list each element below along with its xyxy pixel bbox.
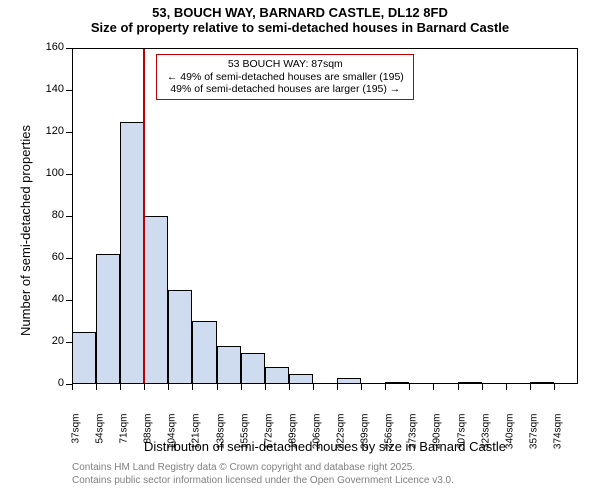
xtick-label: 273sqm (408, 414, 419, 462)
attribution-line-2: Contains public sector information licen… (72, 475, 454, 488)
xtick-label: 206sqm (311, 414, 322, 462)
reference-line (143, 48, 145, 384)
chart-title: 53, BOUCH WAY, BARNARD CASTLE, DL12 8FDS… (0, 6, 600, 36)
ytick-label: 60 (36, 251, 64, 263)
annotation-box: 53 BOUCH WAY: 87sqm← 49% of semi-detache… (156, 54, 414, 100)
annotation-line-1: 53 BOUCH WAY: 87sqm (162, 58, 408, 71)
ytick (66, 300, 72, 301)
xtick-label: 104sqm (167, 414, 178, 462)
xtick (168, 384, 169, 390)
ytick (66, 90, 72, 91)
xtick (120, 384, 121, 390)
histogram-bar (192, 321, 216, 384)
xtick-label: 189sqm (287, 414, 298, 462)
y-axis-left (72, 48, 73, 384)
xtick-label: 340sqm (504, 414, 515, 462)
ytick-label: 160 (36, 41, 64, 53)
xtick-label: 121sqm (191, 414, 202, 462)
xtick (458, 384, 459, 390)
ytick-label: 120 (36, 125, 64, 137)
histogram-bar (241, 353, 265, 385)
ytick (66, 174, 72, 175)
xtick-label: 54sqm (95, 414, 106, 462)
xtick (217, 384, 218, 390)
ytick-label: 100 (36, 167, 64, 179)
xtick (241, 384, 242, 390)
xtick-label: 138sqm (215, 414, 226, 462)
ytick (66, 216, 72, 217)
ytick-label: 40 (36, 293, 64, 305)
xtick (313, 384, 314, 390)
xtick-label: 256sqm (384, 414, 395, 462)
xtick-label: 155sqm (239, 414, 250, 462)
xtick (289, 384, 290, 390)
xtick (506, 384, 507, 390)
histogram-bar (72, 332, 96, 385)
xtick-label: 290sqm (432, 414, 443, 462)
xtick-label: 88sqm (143, 414, 154, 462)
ytick-label: 20 (36, 335, 64, 347)
xtick (337, 384, 338, 390)
xtick (361, 384, 362, 390)
histogram-bar (168, 290, 192, 385)
x-axis-label: Distribution of semi-detached houses by … (72, 439, 578, 454)
ytick-label: 140 (36, 83, 64, 95)
xtick-label: 323sqm (480, 414, 491, 462)
xtick-label: 239sqm (360, 414, 371, 462)
y-axis-label: Number of semi-detached properties (18, 125, 33, 336)
histogram-bar (265, 367, 289, 384)
histogram-bar (96, 254, 120, 384)
xtick (554, 384, 555, 390)
attribution: Contains HM Land Registry data © Crown c… (72, 462, 454, 487)
histogram-bar (144, 216, 168, 384)
ytick-label: 0 (36, 377, 64, 389)
xtick (482, 384, 483, 390)
y-axis-right (577, 48, 578, 384)
xtick (144, 384, 145, 390)
xtick-label: 222sqm (336, 414, 347, 462)
ytick (66, 342, 72, 343)
attribution-line-1: Contains HM Land Registry data © Crown c… (72, 462, 454, 475)
xtick (385, 384, 386, 390)
title-line-1: 53, BOUCH WAY, BARNARD CASTLE, DL12 8FD (0, 6, 600, 21)
xtick (433, 384, 434, 390)
xtick-label: 37sqm (71, 414, 82, 462)
annotation-line-2: ← 49% of semi-detached houses are smalle… (162, 71, 408, 84)
xtick-label: 357sqm (528, 414, 539, 462)
xtick (265, 384, 266, 390)
xtick (409, 384, 410, 390)
ytick (66, 48, 72, 49)
xtick-label: 307sqm (456, 414, 467, 462)
annotation-line-3: 49% of semi-detached houses are larger (… (162, 83, 408, 96)
title-line-2: Size of property relative to semi-detach… (0, 21, 600, 36)
histogram-bar (217, 346, 241, 384)
xtick-label: 172sqm (263, 414, 274, 462)
xtick (192, 384, 193, 390)
xtick-label: 374sqm (552, 414, 563, 462)
xtick-label: 71sqm (119, 414, 130, 462)
ytick (66, 258, 72, 259)
x-axis-top (72, 48, 578, 49)
histogram-bar (120, 122, 144, 385)
xtick (72, 384, 73, 390)
plot-area: 53 BOUCH WAY: 87sqm← 49% of semi-detache… (72, 48, 578, 384)
ytick-label: 80 (36, 209, 64, 221)
x-axis-bottom (72, 383, 578, 384)
ytick (66, 132, 72, 133)
xtick (96, 384, 97, 390)
xtick (530, 384, 531, 390)
